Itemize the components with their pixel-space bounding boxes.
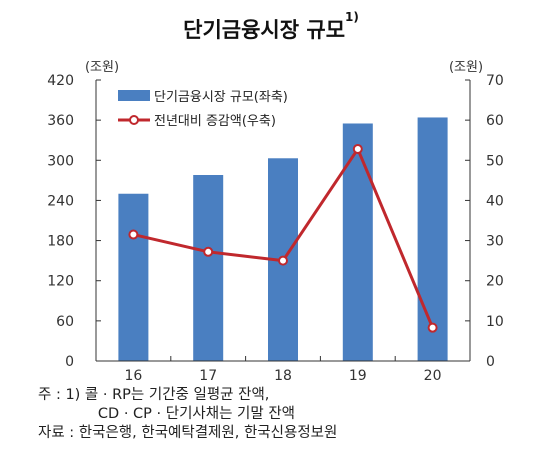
bar xyxy=(193,175,224,361)
right-axis-ticks: 0 10 20 30 40 50 60 70 xyxy=(465,73,504,370)
right-tick-label: 0 xyxy=(486,354,495,370)
left-tick-label: 0 xyxy=(65,354,74,370)
line-point xyxy=(278,255,288,266)
chart-title: 단기금융시장 규모1) xyxy=(0,10,542,44)
legend-line-label: 전년대비 증감액(우축) xyxy=(154,114,276,129)
left-tick-label: 60 xyxy=(56,314,74,330)
right-tick-label: 20 xyxy=(486,274,504,290)
line-point xyxy=(128,229,139,240)
line-point xyxy=(352,144,363,155)
left-tick-label: 300 xyxy=(47,153,74,169)
legend-line-marker xyxy=(129,115,139,125)
right-tick-label: 50 xyxy=(486,153,504,169)
legend-bar-label: 단기금융시장 규모(좌축) xyxy=(154,90,288,105)
bar xyxy=(417,117,448,361)
left-tick-label: 420 xyxy=(47,73,74,89)
line-point xyxy=(427,322,438,333)
footnotes: 주 : 1) 콜 · RP는 기간중 일평균 잔액, CD · CP · 단기사… xyxy=(38,386,337,443)
footnote-1: 주 : 1) 콜 · RP는 기간중 일평균 잔액, xyxy=(38,387,270,403)
legend-bar-swatch xyxy=(118,90,150,101)
x-tick-label: 19 xyxy=(349,368,367,384)
chart-title-footnote-mark: 1) xyxy=(345,10,359,24)
right-tick-label: 10 xyxy=(486,314,504,330)
left-axis-unit: (조원) xyxy=(85,60,119,75)
right-tick-label: 40 xyxy=(486,193,504,209)
bar xyxy=(118,193,149,361)
line-point xyxy=(203,246,214,257)
left-tick-label: 240 xyxy=(47,193,74,209)
bar xyxy=(342,123,373,361)
x-tick-label: 16 xyxy=(124,368,142,384)
source-note: 자료 : 한국은행, 한국예탁결제원, 한국신용정보원 xyxy=(38,425,338,441)
right-axis-unit: (조원) xyxy=(449,60,483,75)
x-tick-label: 18 xyxy=(274,368,292,384)
left-tick-label: 180 xyxy=(47,234,74,250)
chart-title-text: 단기금융시장 규모 xyxy=(183,18,346,42)
right-tick-label: 60 xyxy=(486,113,504,129)
left-tick-label: 120 xyxy=(47,274,74,290)
line-series xyxy=(128,144,438,333)
footnote-2: CD · CP · 단기사채는 기말 잔액 xyxy=(38,406,296,422)
left-axis-ticks: 0 60 120 180 240 300 360 420 xyxy=(47,73,101,370)
legend: 단기금융시장 규모(좌축) 전년대비 증감액(우축) xyxy=(118,90,288,129)
right-tick-label: 70 xyxy=(486,73,504,89)
x-axis-ticks: 16 17 18 19 20 xyxy=(95,356,471,384)
bar-series xyxy=(118,117,448,361)
right-tick-label: 30 xyxy=(486,234,504,250)
left-tick-label: 360 xyxy=(47,113,74,129)
x-tick-label: 17 xyxy=(199,368,217,384)
x-tick-label: 20 xyxy=(424,368,442,384)
